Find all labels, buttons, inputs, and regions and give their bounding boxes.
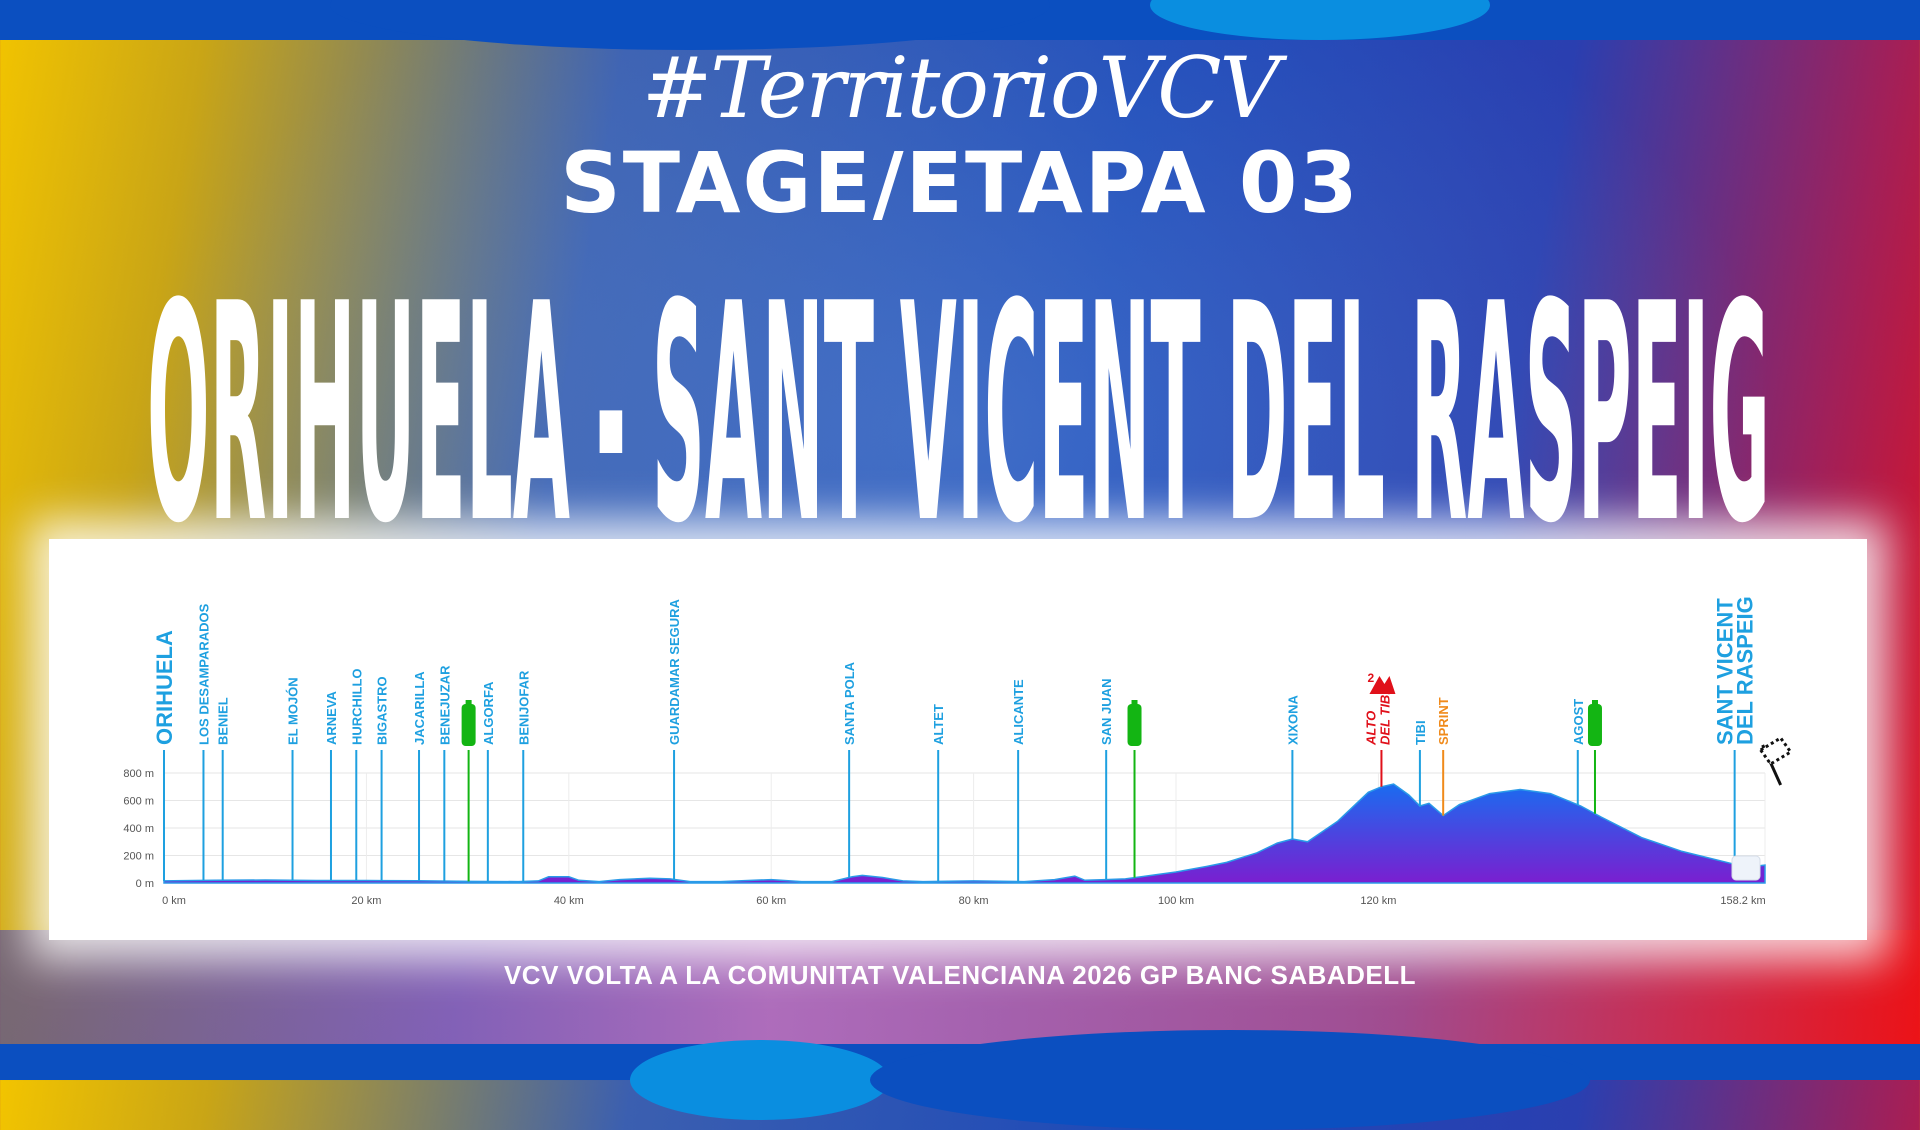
marker-label: DEL RASPEIG — [1733, 596, 1758, 745]
y-tick-label: 800 m — [123, 768, 154, 780]
marker-label: XIXONA — [1285, 695, 1300, 745]
marker-label: BIGASTRO — [375, 676, 390, 745]
bottle-cap — [465, 700, 472, 705]
marker-label: GUARDAMAR SEGURA — [667, 599, 682, 746]
marker-label: ALTO — [1363, 711, 1378, 746]
y-tick-label: 200 m — [123, 851, 154, 863]
marker-label: AGOST — [1571, 699, 1586, 745]
x-tick-label: 80 km — [959, 895, 989, 907]
marker-label: SAN JUAN — [1099, 679, 1114, 745]
race-name: VCV VOLTA A LA COMUNITAT VALENCIANA 2026… — [503, 960, 1417, 990]
x-tick-label: 0 km — [162, 895, 186, 907]
marker-label: BENIEL — [216, 697, 231, 745]
x-tick-label: 120 km — [1360, 895, 1396, 907]
x-tick-label: 100 km — [1158, 895, 1194, 907]
marker-label: ALTET — [931, 704, 946, 745]
y-tick-label: 600 m — [123, 796, 154, 808]
y-tick-label: 400 m — [123, 823, 154, 835]
marker-label: SPRINT — [1436, 697, 1451, 745]
marker-label: SANTA POLA — [842, 661, 857, 745]
bottle-icon — [1127, 704, 1142, 746]
elevation-profile-chart: 0 m 200 m 400 m 600 m 800 m 0 km 20 km 40 km 60 … — [123, 596, 1793, 907]
marker-label: EL MOJÓN — [286, 677, 301, 745]
checkered-flag-icon — [1758, 736, 1793, 766]
bottle-icon — [1587, 704, 1602, 746]
marker-label: SANT VICENT — [1713, 598, 1738, 745]
marker-label: ALICANTE — [1011, 679, 1026, 745]
route-title: ORIHUELA - SANT VICENT DEL RASPEIG — [147, 240, 1770, 540]
x-tick-label: 20 km — [351, 895, 381, 907]
x-tick-label: 60 km — [756, 895, 786, 907]
marker-label: JACARILLA — [412, 671, 427, 745]
stage-number: STAGE/ETAPA 03 — [560, 134, 1360, 232]
marker-label: LOS DESAMPARADOS — [196, 603, 211, 745]
elevation-area — [163, 783, 1766, 884]
x-tick-label: 158.2 km — [1720, 895, 1765, 907]
x-tick-label: 40 km — [554, 895, 584, 907]
route-title-svg: ORIHUELA - SANT VICENT DEL RASPEIG — [147, 240, 1770, 540]
marker-label: TIBI — [1413, 720, 1428, 745]
bottle-cap — [1591, 700, 1598, 705]
bottle-cap — [1131, 700, 1138, 705]
marker-label: HURCHILLO — [349, 668, 364, 745]
climb-category: 2 — [1367, 671, 1374, 685]
bottle-icon — [461, 704, 476, 746]
marker-label: ARNEVA — [324, 690, 339, 745]
marker-label: BENEJUZAR — [437, 665, 452, 745]
marker-label: ORIHUELA — [152, 630, 177, 745]
y-tick-label: 0 m — [136, 878, 154, 890]
chart-toggle-icon — [1731, 855, 1761, 881]
marker-label: DEL TIBI — [1377, 691, 1392, 745]
hashtag-logo: #TerritorioVCV — [641, 39, 1280, 137]
marker-label: BENIJOFAR — [516, 670, 531, 745]
mountain-icon — [1369, 676, 1396, 694]
marker-label: ALGORFA — [481, 681, 496, 745]
